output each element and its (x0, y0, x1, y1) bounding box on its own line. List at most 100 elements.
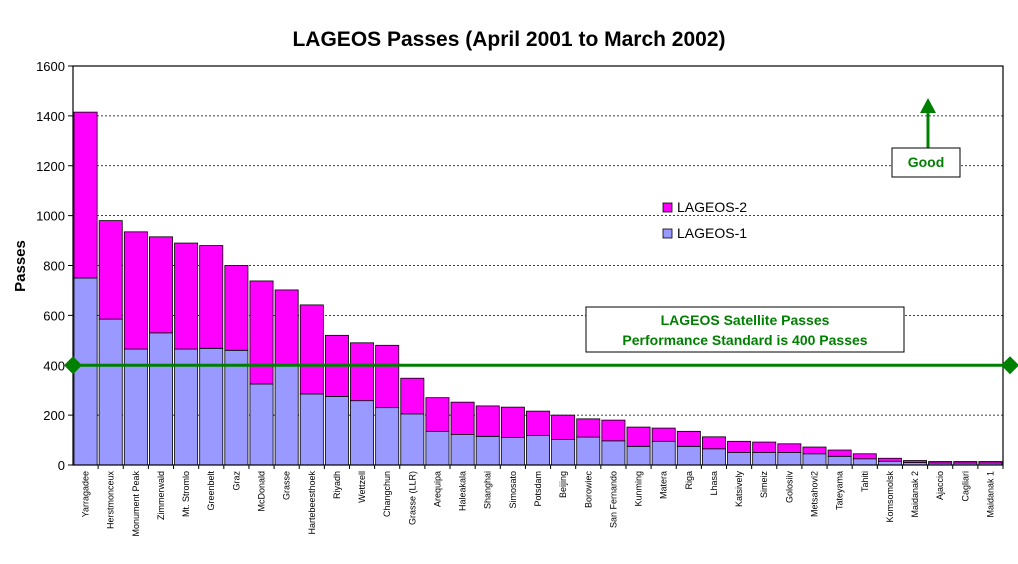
good-annotation-label: Good (908, 154, 945, 170)
x-tick-label: Shanghai (483, 471, 493, 509)
bar-lageos-2 (224, 265, 249, 351)
x-tick-label: Tahiti (860, 471, 870, 492)
bar-lageos-1 (350, 400, 375, 466)
bar-lageos-2 (551, 414, 576, 440)
bar-lageos-1 (551, 439, 576, 466)
x-tick-label: Greenbelt (206, 471, 216, 511)
x-tick-label: Grasse (282, 471, 292, 500)
bar-lageos-2 (425, 397, 450, 432)
diamond-marker-icon (1001, 356, 1018, 375)
x-tick-label: Arequipa (432, 471, 442, 507)
bar-lageos-2 (651, 427, 676, 442)
bar-lageos-1 (299, 393, 324, 466)
bar-lageos-2 (274, 289, 299, 366)
x-tick-label: Cagliari (960, 471, 970, 502)
x-tick-label: Borowiec (583, 471, 593, 509)
bar-lageos-1 (274, 364, 299, 466)
y-tick-label: 1600 (36, 59, 65, 74)
bar-lageos-1 (727, 452, 752, 466)
x-tick-label: Grasse (LLR) (407, 471, 417, 525)
bar-lageos-2 (199, 245, 224, 349)
x-tick-label: Yarragadee (81, 471, 91, 517)
y-tick-label: 0 (58, 458, 65, 473)
good-annotation-box (891, 147, 961, 178)
bar-lageos-1 (777, 452, 802, 466)
bar-lageos-2 (123, 231, 148, 350)
y-tick-label: 600 (43, 308, 65, 323)
bar-lageos-1 (249, 383, 274, 466)
legend: LAGEOS-2 LAGEOS-1 (662, 199, 747, 241)
standard-annotation-line2: Performance Standard is 400 Passes (622, 332, 867, 348)
good-annotation: Good (891, 98, 961, 178)
bar-lageos-2 (827, 449, 852, 457)
x-tick-label: Maidanak 1 (985, 471, 995, 518)
bar-lageos-2 (500, 406, 525, 438)
bar-lageos-2 (727, 440, 752, 453)
x-tick-label: Wettzell (357, 471, 367, 503)
y-tick-label: 1400 (36, 109, 65, 124)
x-tick-label: Katsively (734, 471, 744, 508)
diamond-marker-icon (64, 356, 82, 375)
bar-lageos-2 (802, 446, 827, 455)
x-tick-label: Mt. Stromlo (181, 471, 191, 517)
bar-lageos-2 (299, 304, 324, 395)
x-tick-label: Matera (659, 471, 669, 499)
bar-lageos-2 (350, 342, 375, 402)
standard-annotation: LAGEOS Satellite Passes Performance Stan… (585, 306, 905, 353)
standard-annotation-line1: LAGEOS Satellite Passes (661, 312, 830, 328)
y-axis-label: Passes (12, 240, 29, 292)
bar-lageos-2 (701, 436, 726, 450)
y-axis-ticks: 0 200 400 600 800 1000 1200 1400 1600 (36, 59, 73, 473)
x-tick-label: Monument Peak (131, 471, 141, 537)
x-tick-label: Riyadh (332, 471, 342, 499)
bar-lageos-2 (601, 419, 626, 442)
bar-lageos-1 (500, 437, 525, 466)
legend-swatch-lageos-2 (662, 202, 673, 213)
x-tick-label: Simeiz (759, 471, 769, 499)
x-tick-label: Simosato (508, 471, 518, 509)
x-tick-label: Tateyama (835, 471, 845, 510)
bar-lageos-2 (928, 461, 953, 464)
x-tick-label: Riga (684, 471, 694, 490)
bar-lageos-1 (324, 396, 349, 466)
bar-lageos-1 (827, 455, 852, 466)
bar-lageos-2 (978, 461, 1003, 464)
x-tick-label: Hartebeesthoek (307, 471, 317, 535)
bar-lageos-1 (98, 318, 123, 466)
legend-swatch-lageos-1 (662, 228, 673, 239)
x-tick-label: Golosiiv (784, 471, 794, 504)
x-tick-label: Maidanak 2 (910, 471, 920, 518)
bar-lageos-2 (526, 410, 550, 436)
bar-lageos-2 (953, 461, 978, 464)
bar-lageos-2 (877, 457, 902, 462)
bar-lageos-1 (375, 407, 400, 466)
y-tick-label: 1000 (36, 209, 65, 224)
bar-lageos-2 (174, 242, 199, 350)
bar-lageos-2 (576, 418, 601, 438)
x-tick-label: McDonald (257, 471, 267, 512)
x-tick-label: Changchun (382, 471, 392, 517)
bar-lageos-2 (375, 344, 400, 409)
x-tick-label: San Fernando (608, 471, 618, 528)
bar-lageos-2 (752, 441, 777, 453)
bar-lageos-1 (626, 445, 651, 466)
x-tick-label: Haleakala (458, 471, 468, 511)
bar-lageos-2 (676, 430, 701, 447)
x-tick-label: Ajaccio (935, 471, 945, 500)
x-tick-label: Beijing (558, 471, 568, 498)
bar-lageos-2 (249, 280, 274, 385)
bar-lageos-1 (852, 458, 877, 466)
bar-lageos-2 (450, 401, 475, 435)
bar-lageos-2 (73, 111, 98, 279)
bar-lageos-2 (852, 453, 877, 460)
x-tick-label: Metsahovi2 (809, 471, 819, 517)
bar-lageos-2 (903, 460, 927, 463)
y-tick-label: 800 (43, 259, 65, 274)
bar-lageos-1 (526, 435, 550, 466)
bar-lageos-2 (475, 405, 500, 437)
bar-lageos-1 (802, 453, 827, 466)
x-tick-label: Kunming (634, 471, 644, 507)
bar-lageos-1 (450, 434, 475, 466)
y-tick-label: 200 (43, 408, 65, 423)
bar-lageos-1 (73, 277, 98, 466)
